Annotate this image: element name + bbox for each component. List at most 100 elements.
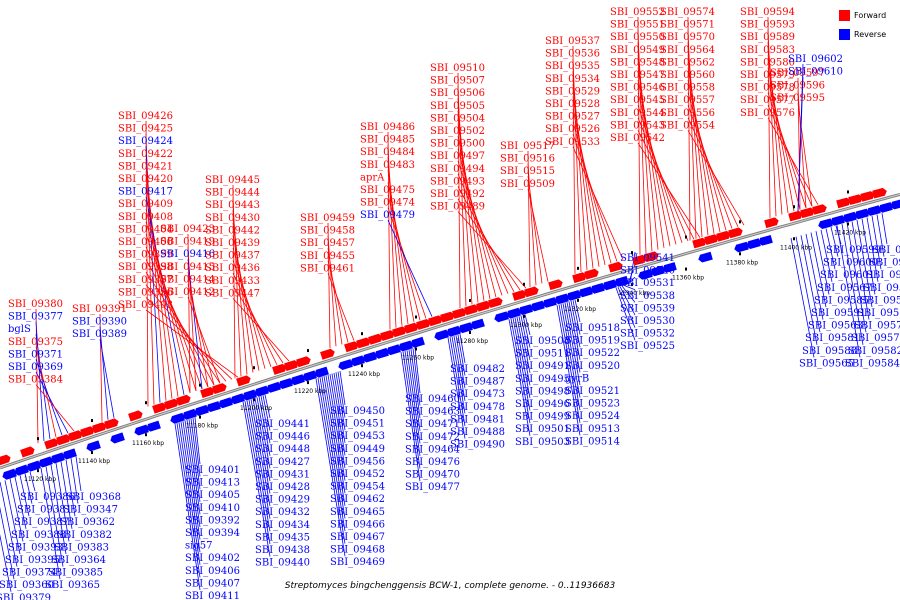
gene-leader-line <box>767 117 819 205</box>
reverse-gene-arrow <box>242 389 257 401</box>
axis-tick-label: 11180 kbp <box>186 423 218 430</box>
gene-label-reverse: SBI_09446 <box>255 432 310 443</box>
axis-tick-label: 11120 kbp <box>24 476 56 483</box>
legend-forward: Forward <box>839 8 899 23</box>
gene-label-forward: SBI_09422 <box>118 149 173 160</box>
gene-label-reverse: SBI_09468 <box>330 545 385 556</box>
forward-gene-arrow <box>632 254 647 266</box>
forward-gene-arrow <box>848 194 863 205</box>
forward-gene-arrow <box>404 322 419 334</box>
gene-leader-line <box>410 348 421 419</box>
gene-label-forward: SBI_09505 <box>430 101 485 112</box>
gene-label-forward: SBI_09536 <box>545 49 600 60</box>
gene-label-forward: SBI_09526 <box>545 124 600 135</box>
gene-leader-line <box>457 186 515 292</box>
reverse-gene-arrow <box>362 351 377 363</box>
gene-leader-line <box>830 226 839 257</box>
gene-leader-line <box>337 371 346 418</box>
gene-leader-line <box>566 302 581 373</box>
forward-gene-arrow <box>524 286 539 298</box>
gene-label-forward: SBI_09474 <box>360 198 415 209</box>
gene-label-reverse: SBI_09531 <box>620 278 675 289</box>
gene-label-forward: SBI_09458 <box>300 226 355 237</box>
gene-label-reverse: SBI_09470 <box>405 470 460 481</box>
reverse-gene-arrow <box>758 235 773 246</box>
gene-leader-line <box>187 284 215 386</box>
reverse-gene-arrow <box>638 269 653 280</box>
gene-leader-line <box>190 418 201 490</box>
gene-label-reverse: SBI_09491 <box>515 361 570 372</box>
axis-tick <box>415 347 417 351</box>
gene-label-reverse: SBI_09567 <box>817 283 872 294</box>
gene-label-forward: SBI_09380 <box>8 299 63 310</box>
gene-leader-line <box>248 399 271 519</box>
gene-label-forward: SBI_09494 <box>430 164 485 175</box>
gene-leader-line <box>174 423 201 591</box>
gene-leader-line <box>400 352 421 482</box>
gene-leader-line <box>457 110 479 303</box>
gene-label-forward: SBI_09506 <box>430 88 485 99</box>
gene-label-forward: SBI_09500 <box>430 139 485 150</box>
gene-label-forward: SBI_09589 <box>740 32 795 43</box>
gene-leader-line <box>457 334 466 376</box>
gene-leader-line <box>520 315 531 361</box>
gene-leader-line <box>250 399 271 507</box>
gene-label-reverse: SBI_09406 <box>185 566 240 577</box>
reverse-gene-arrow <box>26 460 41 472</box>
reverse-gene-arrow <box>566 290 581 301</box>
gene-leader-line <box>9 478 24 542</box>
gene-label-reverse: SBI_09381 <box>17 505 72 516</box>
gene-label-reverse: SBI_09488 <box>450 427 505 438</box>
forward-gene-arrow <box>320 348 335 360</box>
gene-label-forward: SBI_09371 <box>8 349 63 360</box>
gene-label-reverse: SBI_09582 <box>848 346 900 357</box>
forward-gene-arrow <box>836 197 851 209</box>
gene-label-reverse: SBI_09522 <box>565 348 620 359</box>
gene-label-forward: SBI_09486 <box>360 122 415 133</box>
gene-label-reverse: SBI_09410 <box>185 503 240 514</box>
reverse-gene-arrow <box>230 393 245 405</box>
gene-label-reverse: SBI_09392 <box>185 515 240 526</box>
gene-leader-line <box>514 317 531 399</box>
gene-leader-line <box>637 54 659 250</box>
gene-label-reverse: SBI_09539 <box>620 303 675 314</box>
forward-gene-arrow <box>728 227 743 239</box>
gene-leader-line <box>805 233 824 320</box>
gene-leader-line <box>564 302 581 386</box>
gene-label-forward: SBI_09436 <box>205 263 260 274</box>
gene-label-forward: SBI_09426 <box>118 111 173 122</box>
axis-tick <box>145 433 147 437</box>
gene-label-forward: SBI_09595 <box>770 93 825 104</box>
gene-label-reverse: SBI_09440 <box>255 558 310 569</box>
gene-label-forward: SBI_09548 <box>610 57 665 68</box>
gene-label-reverse: SBI_09448 <box>255 444 310 455</box>
gene-label-reverse: SBI_09487 <box>450 377 505 388</box>
axis-tick <box>685 235 687 239</box>
gene-leader-line <box>562 303 581 398</box>
gene-label-forward: SBI_09576 <box>740 108 795 119</box>
gene-leader-line <box>841 224 864 345</box>
gene-leader-line <box>404 350 421 457</box>
gene-leader-line <box>264 394 271 419</box>
gene-leader-line <box>572 300 581 335</box>
gene-leader-line <box>315 378 346 557</box>
axis-tick <box>847 190 849 194</box>
gene-label-reverse: SBI_09360 <box>0 580 54 591</box>
reverse-gene-arrow <box>578 286 593 298</box>
axis-tick <box>37 437 39 441</box>
gene-leader-line <box>258 396 271 456</box>
reverse-gene-arrow <box>554 293 569 305</box>
gene-leader-line <box>815 231 830 295</box>
reverse-gene-arrow <box>398 340 413 352</box>
gene-leader-line <box>387 207 427 319</box>
forward-gene-arrow <box>548 279 563 291</box>
gene-label-reverse: sig57 <box>185 541 212 552</box>
gene-label-forward: SBI_09409 <box>118 199 173 210</box>
gene-label-reverse: SBI_09456 <box>330 456 385 467</box>
axis-tick <box>631 251 633 255</box>
gene-leader-line <box>617 287 636 328</box>
forward-gene-arrow <box>692 237 707 249</box>
axis-tick <box>523 314 525 318</box>
gene-label-reverse: SBI_09471 <box>405 419 460 430</box>
